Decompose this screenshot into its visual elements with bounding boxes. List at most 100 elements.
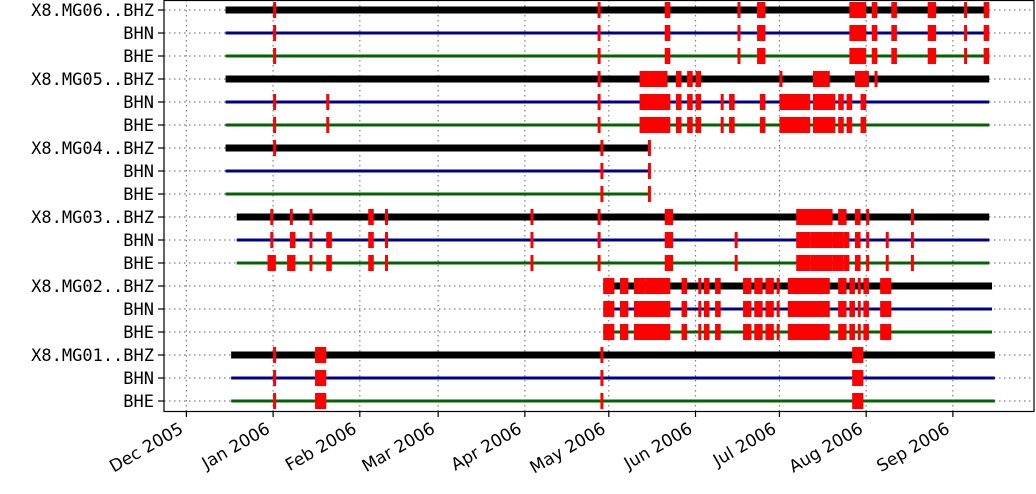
gap-marker <box>776 301 780 317</box>
gap-marker <box>384 255 388 271</box>
gap-marker <box>852 370 864 386</box>
gap-marker <box>647 140 651 156</box>
data-availability-bar <box>225 123 990 127</box>
x-tick-label: Jun 2006 <box>620 419 696 474</box>
gap-marker <box>871 2 878 18</box>
x-tick-label: May 2006 <box>527 419 610 478</box>
gap-marker <box>983 48 990 64</box>
y-tick-label: BHN <box>123 300 154 320</box>
gap-marker <box>757 48 766 64</box>
data-availability-bar <box>236 213 990 221</box>
gap-marker <box>743 324 752 340</box>
gap-marker <box>757 2 766 18</box>
gap-marker <box>597 25 601 41</box>
x-tick-label: Jan 2006 <box>198 419 274 474</box>
gap-marker <box>603 278 615 294</box>
gap-marker <box>270 232 274 248</box>
gap-marker <box>838 278 847 294</box>
gap-marker <box>647 163 651 179</box>
gap-marker <box>871 48 878 64</box>
gap-marker <box>326 255 332 271</box>
gap-marker <box>597 2 601 18</box>
gap-marker <box>664 232 674 248</box>
gap-marker <box>603 301 615 317</box>
gap-marker <box>326 232 332 248</box>
gap-marker <box>368 255 374 271</box>
x-tick-label: Jul 2006 <box>709 419 780 471</box>
gap-marker <box>734 232 738 248</box>
gap-marker <box>720 94 724 110</box>
gap-marker <box>600 140 604 156</box>
gap-marker <box>664 255 674 271</box>
gap-marker <box>273 370 277 386</box>
gap-marker <box>779 71 783 87</box>
gap-marker <box>600 370 604 386</box>
gap-marker <box>675 117 682 133</box>
gap-marker <box>765 324 774 340</box>
gap-marker <box>681 278 688 294</box>
gap-marker <box>273 25 277 41</box>
gap-marker <box>675 94 682 110</box>
gap-marker <box>695 71 702 87</box>
gap-marker <box>267 255 276 271</box>
gap-marker <box>927 48 937 64</box>
gap-marker <box>754 301 763 317</box>
gap-marker <box>885 255 889 271</box>
gap-marker <box>687 117 693 133</box>
gap-marker <box>273 347 277 363</box>
gap-marker <box>796 232 811 248</box>
gap-marker <box>639 94 671 110</box>
y-tick-label: BHN <box>123 93 154 113</box>
gap-marker <box>289 232 296 248</box>
gap-marker <box>597 232 601 248</box>
x-tick-label: Feb 2006 <box>282 419 360 476</box>
gap-marker <box>964 48 968 64</box>
gap-marker <box>759 94 766 110</box>
gap-marker <box>530 232 534 248</box>
gap-marker <box>698 301 702 317</box>
gap-marker <box>695 117 702 133</box>
gap-marker <box>796 255 811 271</box>
gap-marker <box>776 324 780 340</box>
gap-marker <box>891 25 897 41</box>
gap-marker <box>715 324 721 340</box>
gap-marker <box>849 48 867 64</box>
gap-marker <box>857 301 861 317</box>
gap-marker <box>880 324 892 340</box>
gap-marker <box>326 117 330 133</box>
data-availability-bar <box>236 238 990 242</box>
gap-marker <box>857 278 861 294</box>
gap-marker <box>737 2 741 18</box>
gap-marker <box>703 301 710 317</box>
gap-marker <box>983 25 990 41</box>
gap-marker <box>289 209 293 225</box>
gap-marker <box>703 278 710 294</box>
data-availability-bar <box>225 169 651 173</box>
gap-marker <box>639 71 668 87</box>
gap-marker <box>326 94 330 110</box>
gap-marker <box>796 209 814 225</box>
gap-marker <box>910 209 914 225</box>
gap-marker <box>597 209 601 225</box>
gap-marker <box>866 209 870 225</box>
gap-marker <box>891 2 897 18</box>
gap-marker <box>734 255 738 271</box>
gap-marker <box>874 71 878 87</box>
gap-marker <box>910 255 914 271</box>
gap-marker <box>765 301 774 317</box>
gap-marker <box>530 255 534 271</box>
gap-marker <box>891 48 897 64</box>
gap-marker <box>384 209 388 225</box>
gap-marker <box>675 71 682 87</box>
gap-marker <box>619 301 629 317</box>
gap-marker <box>813 71 830 87</box>
gap-marker <box>964 2 968 18</box>
gap-marker <box>838 324 847 340</box>
gap-marker <box>729 117 735 133</box>
gap-marker <box>600 186 604 202</box>
data-availability-bar <box>225 6 990 14</box>
gap-marker <box>315 370 327 386</box>
gap-marker <box>810 255 833 271</box>
gap-marker <box>619 278 629 294</box>
gap-marker <box>813 94 836 110</box>
